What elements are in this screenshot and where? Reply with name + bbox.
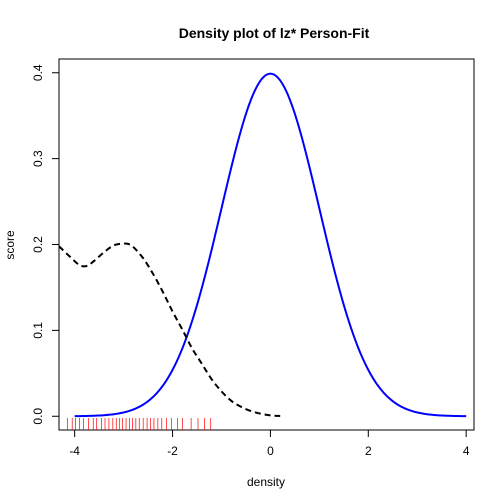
x-axis-label: density	[247, 475, 285, 489]
dashed-density-line	[58, 242, 281, 417]
y-axis-label: score	[3, 230, 17, 260]
x-tick-label: 4	[463, 444, 470, 458]
plot-frame	[58, 58, 475, 431]
y-tick-label: 0.4	[31, 64, 45, 81]
x-tick-label: -2	[167, 444, 178, 458]
y-axis: 0.0 0.1 0.2 0.3 0.4	[31, 64, 59, 425]
x-axis: -4 -2 0 2 4	[69, 430, 470, 458]
y-tick-label: 0.0	[31, 408, 45, 425]
y-tick-label: 0.2	[31, 236, 45, 253]
x-tick-label: -4	[69, 444, 80, 458]
x-tick-label: 2	[365, 444, 372, 458]
rug-marks	[66, 418, 212, 430]
x-tick-label: 0	[267, 444, 274, 458]
chart-title: Density plot of lz* Person-Fit	[179, 25, 370, 41]
y-tick-label: 0.3	[31, 150, 45, 167]
y-tick-label: 0.1	[31, 322, 45, 339]
series-lines	[58, 72, 467, 418]
normal-density-line	[74, 72, 467, 418]
